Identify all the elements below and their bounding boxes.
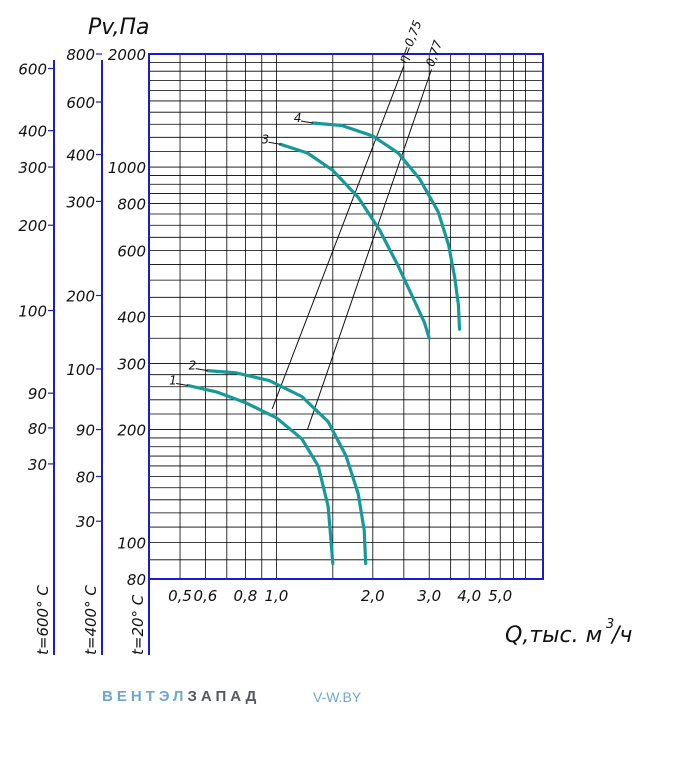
series-leader [176, 383, 189, 387]
x-tick-label: 5,0 [488, 587, 512, 605]
x-axis-title-tail: /ч [610, 623, 632, 648]
secondary-tick-label: 90 [28, 385, 47, 403]
series-curve [206, 369, 368, 566]
x-tick-label: 0,5 [168, 587, 192, 605]
x-axis-title: Q,тыс. м [505, 623, 602, 648]
y-tick-label: 600 [117, 242, 146, 260]
y-tick-label: 200 [117, 422, 146, 440]
secondary-tick-label: 300 [66, 193, 95, 211]
series-label: 2 [189, 359, 197, 373]
secondary-tick-label: 90 [76, 422, 95, 440]
secondary-tick-label: 800 [66, 46, 95, 64]
secondary-tick-label: 400 [18, 123, 47, 141]
y-tick-label: 400 [117, 309, 146, 327]
axis-temp-label: t=600° С [34, 585, 52, 655]
series-leader [195, 368, 208, 372]
x-tick-label: 0,6 [193, 587, 217, 605]
brand-part-1: ВЕНТЭЛ [102, 688, 188, 705]
y-tick-label: 300 [117, 355, 146, 373]
x-tick-label: 0,8 [233, 587, 257, 605]
efficiency-line-label: η=0,75 [396, 18, 425, 64]
secondary-tick-label: 30 [76, 513, 95, 531]
axis-temp-label: t=20° С [129, 594, 147, 655]
series-label: 4 [294, 111, 302, 125]
series-label: 1 [169, 374, 177, 388]
x-tick-label: 2,0 [361, 587, 385, 605]
y-tick-label: 80 [127, 571, 146, 589]
y-tick-label: 1000 [108, 159, 146, 177]
plot-frame [148, 53, 544, 580]
efficiency-line [271, 65, 405, 410]
y-axis-title: Pv,Па [88, 15, 150, 40]
secondary-tick-label: 100 [18, 302, 47, 320]
y-tick-label: 2000 [108, 46, 146, 64]
axis-temp-label: t=400° С [82, 585, 100, 655]
series-label: 3 [262, 132, 270, 146]
series-curve [186, 383, 335, 566]
x-axis-title-sup: 3 [606, 617, 614, 632]
series-leader [268, 141, 281, 145]
secondary-tick-label: 200 [18, 217, 47, 235]
y-tick-label: 800 [117, 195, 146, 213]
y-tick-label: 100 [117, 535, 146, 553]
secondary-tick-label: 100 [66, 361, 95, 379]
secondary-tick-label: 80 [76, 468, 95, 486]
secondary-tick-label: 600 [18, 60, 47, 78]
secondary-tick-label: 300 [18, 159, 47, 177]
x-tick-label: 1,0 [264, 587, 288, 605]
x-tick-label: 4,0 [457, 587, 481, 605]
series-leader [300, 120, 313, 124]
brand-logo: ВЕНТЭЛЗАПАД [102, 688, 260, 705]
efficiency-line [306, 69, 432, 430]
brand-site: V-W.BY [313, 689, 362, 705]
secondary-tick-label: 200 [66, 287, 95, 305]
brand-part-2: ЗАПАД [187, 688, 261, 705]
x-tick-label: 3,0 [417, 587, 441, 605]
secondary-tick-label: 80 [28, 420, 47, 438]
series-curve [278, 142, 431, 340]
secondary-tick-label: 400 [66, 147, 95, 165]
secondary-tick-label: 30 [28, 456, 47, 474]
secondary-tick-label: 600 [66, 94, 95, 112]
series-curve [311, 121, 462, 331]
